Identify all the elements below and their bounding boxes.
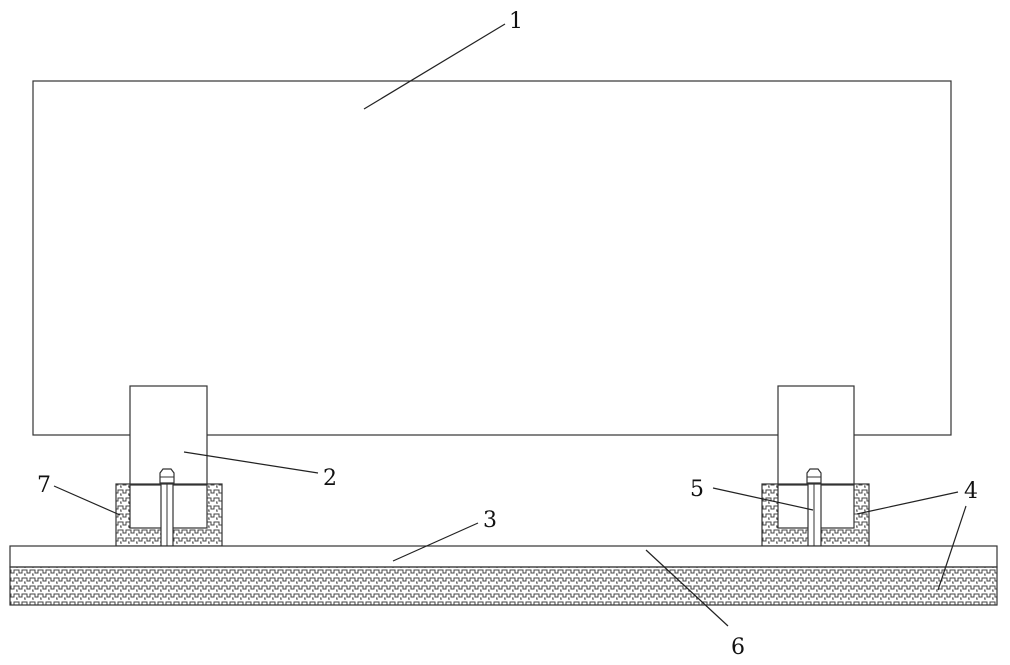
leader-line-4a — [856, 491, 959, 515]
callout-7: 7 — [37, 473, 51, 498]
callout-2: 2 — [323, 466, 337, 491]
callout-3: 3 — [483, 508, 497, 533]
callout-5: 5 — [690, 477, 704, 502]
leader-line-4b — [937, 505, 967, 591]
callout-4: 4 — [964, 479, 978, 504]
leader-line-7 — [53, 485, 121, 516]
leader-line-2 — [183, 451, 319, 474]
base-plate — [9, 545, 998, 568]
hatched-base-layer — [9, 566, 998, 606]
left-holder — [115, 468, 223, 547]
callout-1: 1 — [509, 9, 523, 34]
leader-line-1 — [363, 23, 506, 110]
callout-6: 6 — [731, 635, 745, 660]
leader-line-5 — [712, 487, 814, 511]
leader-line-6 — [645, 549, 729, 627]
right-holder — [761, 468, 870, 547]
leader-line-3 — [392, 522, 479, 562]
main-body-box — [32, 80, 952, 436]
